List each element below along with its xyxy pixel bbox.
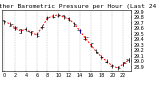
Title: Milwaukee Weather Barometric Pressure per Hour (Last 24 Hours): Milwaukee Weather Barometric Pressure pe… xyxy=(0,4,160,9)
